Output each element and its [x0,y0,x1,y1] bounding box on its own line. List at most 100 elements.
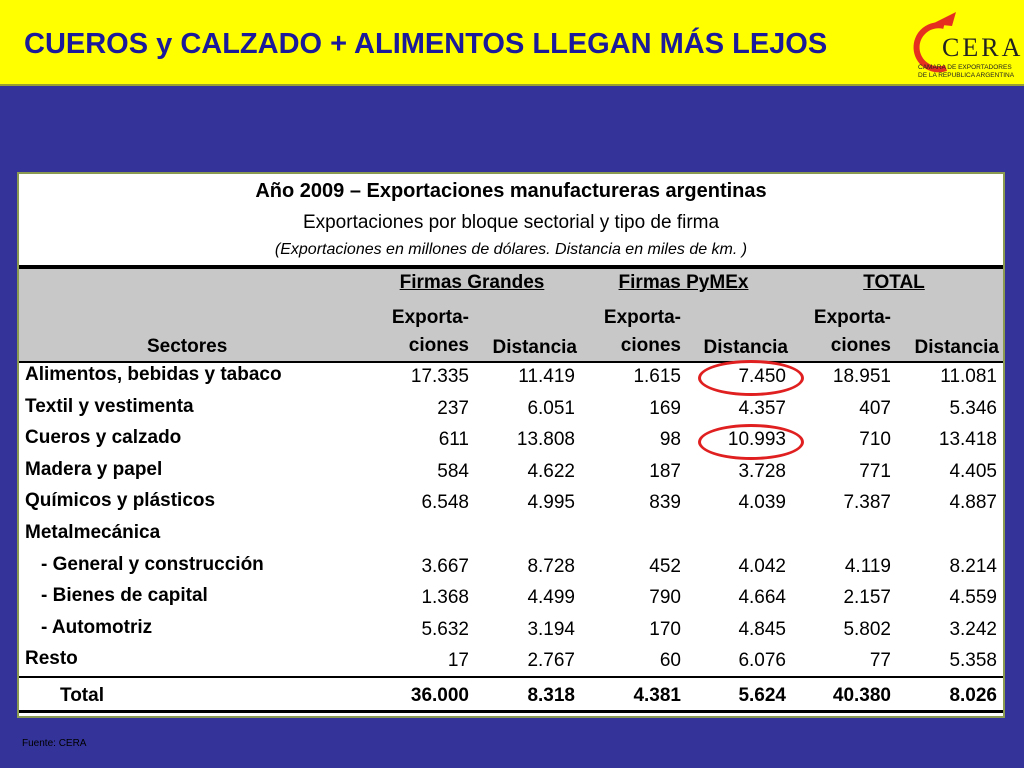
rule [19,676,1003,678]
cell: 4.499 [527,587,575,609]
cell: 6.076 [738,650,786,672]
cell: 98 [659,429,681,451]
slide-title: CUEROS y CALZADO + ALIMENTOS LLEGAN MÁS … [24,28,828,60]
cell: 611 [438,429,469,451]
group-header: Firmas PyMEx [618,272,749,293]
column-header: Distancia [914,337,999,358]
cell: 3.728 [738,460,786,482]
cell: 5.346 [949,397,997,419]
total-cell: 4.381 [633,685,681,706]
cell: 8.214 [949,555,997,577]
total-cell: 5.624 [738,685,786,706]
cell: 710 [859,429,891,451]
row-label: - Automotriz [41,616,153,638]
table-subtitle: Exportaciones por bloque sectorial y tip… [302,212,720,233]
rule [19,361,1003,363]
cell: 1.368 [421,587,469,609]
cell: 452 [649,555,681,577]
column-header: Exporta- [603,307,681,328]
logo-line: CAMARA DE EXPORTADORES [918,64,1012,71]
row-label: Metalmecánica [25,522,161,543]
header-band [19,268,1003,362]
cell: 5.632 [421,618,469,640]
header-bar: CUEROS y CALZADO + ALIMENTOS LLEGAN MÁS … [0,0,1024,86]
cell: 5.802 [843,618,891,640]
cell: 6.051 [527,397,575,419]
cell: 13.418 [938,429,997,451]
total-cell: 36.000 [410,685,469,706]
cell: 11.081 [940,366,997,387]
cell: 17.335 [410,366,469,387]
cell: 4.622 [527,460,575,482]
row-label: - Bienes de capital [41,585,208,607]
cell: 4.559 [949,587,997,609]
row-label: Resto [25,648,78,670]
cell: 6.548 [421,492,469,514]
cell: 4.119 [844,555,891,577]
column-header: Distancia [492,337,577,358]
cell: 2.157 [843,587,891,609]
cell: 77 [869,650,891,672]
column-header: ciones [620,335,681,356]
cell: 170 [649,618,681,640]
group-header: TOTAL [863,272,925,293]
rule [19,265,1003,269]
column-header: Exporta- [391,307,469,328]
cell: 13.808 [516,429,575,451]
cell: 7.387 [843,492,891,514]
cell: 4.995 [527,492,575,514]
highlight-ellipse [698,424,804,460]
cell: 237 [437,397,469,419]
cell: 839 [649,492,681,514]
total-cell: 8.318 [527,685,575,706]
row-label: - General y construcción [41,553,264,575]
table-note: (Exportaciones en millones de dólares. D… [274,241,748,258]
cell: 3.242 [949,618,997,640]
cell: 60 [659,650,681,672]
cell: 2.767 [527,650,575,672]
cell: 790 [649,587,681,609]
source-note: Fuente: CERA [22,738,87,749]
cell: 4.664 [738,587,786,609]
row-label: Químicos y plásticos [25,490,216,512]
column-header: ciones [408,335,469,356]
cell: 1.615 [633,366,681,387]
cell: 17 [447,650,469,672]
cell: 18.951 [832,366,891,387]
cell: 3.194 [527,618,575,640]
row-label: Alimentos, bebidas y tabaco [25,364,282,385]
column-header: Exporta- [813,307,891,328]
rule [19,710,1003,713]
cell: 407 [859,397,891,419]
cell: 584 [437,460,469,482]
logo-line: DE LA REPUBLICA ARGENTINA [918,72,1015,79]
logo-arc [913,22,948,73]
cell: 169 [649,397,681,419]
group-header: Firmas Grandes [399,272,545,293]
cell: 3.667 [421,555,469,577]
total-cell: 8.026 [949,685,997,706]
cell: 4.039 [738,492,786,514]
column-header: Distancia [703,337,788,358]
cell: 4.042 [738,555,786,577]
row-label: Textil y vestimenta [25,395,194,417]
highlight-ellipse [698,360,804,396]
total-cell: 40.380 [832,685,891,706]
row-label: Madera y papel [25,458,163,480]
cell: 5.358 [949,650,997,672]
logo-arrow [932,12,956,26]
row-header: Sectores [147,336,228,357]
total-label: Total [60,685,104,706]
row-label: Cueros y calzado [25,427,182,449]
table-title: Año 2009 – Exportaciones manufactureras … [255,180,767,202]
cell: 11.419 [518,366,575,387]
cell: 4.405 [949,460,997,482]
cell: 187 [649,460,681,482]
column-header: ciones [830,335,891,356]
logo-name: CERA [942,33,1022,62]
cell: 8.728 [527,555,575,577]
cell: 4.357 [738,397,786,419]
cell: 4.887 [949,492,997,514]
table-box [17,172,1005,718]
